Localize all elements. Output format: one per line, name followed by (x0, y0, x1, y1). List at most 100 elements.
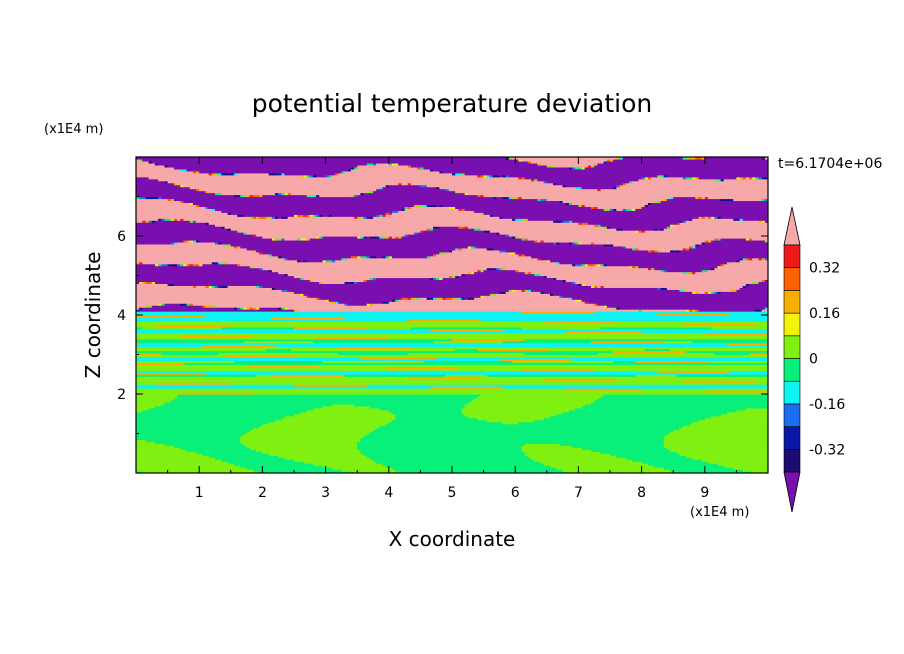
contour-cell (616, 320, 768, 324)
contour-cell (136, 206, 207, 209)
contour-cell (663, 467, 734, 470)
contour-cell (524, 338, 768, 342)
contour-cell (682, 289, 687, 292)
contour-cell (136, 247, 248, 251)
contour-cell (417, 166, 421, 170)
contour-cell (426, 255, 431, 259)
contour-cell (167, 283, 172, 286)
contour-cell (284, 257, 289, 261)
contour-cell (540, 291, 545, 294)
contour-cell (341, 469, 396, 472)
contour-cell (344, 257, 349, 261)
contour-cell (139, 342, 728, 346)
contour-cell (704, 390, 768, 393)
contour-cell (429, 277, 434, 281)
contour-cell (183, 239, 188, 243)
contour-cell (256, 374, 273, 377)
contour-cell (376, 277, 431, 281)
contour-cell (246, 194, 251, 198)
contour-cell (136, 429, 251, 433)
contour-cell (240, 441, 358, 444)
contour-cell (151, 305, 203, 308)
contour-cell (657, 174, 662, 178)
contour-cell (682, 380, 756, 383)
contour-cell (398, 210, 472, 213)
contour-cell (136, 198, 169, 202)
contour-cell (136, 374, 257, 377)
contour-cell (499, 232, 768, 235)
contour-cell (391, 411, 463, 415)
contour-cell (761, 198, 766, 202)
contour-cell (730, 198, 734, 202)
contour-cell (707, 360, 768, 364)
contour-cell (136, 180, 166, 184)
contour-cell (521, 447, 583, 450)
contour-cell (606, 263, 722, 267)
contour-cell (158, 263, 162, 267)
contour-cell (376, 461, 542, 464)
contour-cell (622, 245, 627, 249)
contour-cell (268, 172, 276, 176)
contour-cell (749, 283, 768, 286)
contour-cell (426, 297, 431, 300)
contour-cell (559, 261, 728, 265)
contour-cell (136, 263, 156, 267)
contour-cell (575, 263, 583, 267)
contour-cell (508, 174, 658, 178)
contour-cell (319, 194, 352, 198)
contour-cell (616, 186, 768, 190)
contour-cell (685, 247, 690, 251)
contour-cell (730, 313, 768, 316)
contour-cell (543, 275, 548, 279)
contour-cell (553, 220, 557, 223)
contour-cell (553, 293, 768, 296)
contour-cell (252, 216, 257, 219)
contour-cell (467, 192, 768, 196)
contour-cell (224, 285, 229, 288)
contour-cell (452, 249, 500, 253)
contour-cell (606, 226, 611, 229)
contour-cell (154, 220, 191, 223)
contour-cell (136, 336, 317, 340)
contour-cell (714, 216, 719, 219)
contour-cell (647, 204, 768, 207)
contour-cell (733, 218, 741, 221)
contour-cell (139, 281, 143, 284)
contour-field (136, 157, 768, 473)
contour-cell (136, 184, 181, 188)
contour-cell (436, 297, 440, 300)
contour-cell (136, 471, 143, 473)
contour-cell (676, 471, 753, 473)
contour-cell (357, 216, 361, 219)
contour-cell (540, 461, 643, 464)
contour-cell (136, 239, 184, 243)
contour-cell (455, 275, 459, 279)
contour-cell (325, 259, 333, 263)
contour-cell (136, 352, 162, 356)
contour-cell (745, 407, 768, 411)
contour-cell (256, 285, 260, 288)
contour-cell (692, 309, 696, 312)
contour-cell (407, 297, 412, 300)
contour-cell (508, 251, 516, 255)
contour-cell (271, 253, 434, 257)
contour-cell (685, 289, 731, 292)
contour-cell (575, 407, 747, 411)
contour-cell (701, 269, 709, 273)
contour-cell (628, 265, 633, 269)
contour-cell (707, 216, 712, 219)
contour-cell (391, 236, 396, 239)
contour-cell (464, 172, 768, 176)
contour-cell (404, 208, 459, 211)
contour-cell (692, 218, 734, 221)
contour-cell (663, 198, 668, 202)
contour-cell (136, 405, 156, 409)
contour-cell (262, 267, 488, 271)
contour-cell (670, 249, 674, 253)
contour-cell (259, 285, 263, 288)
contour-cell (622, 182, 627, 186)
colorbar-bin (783, 290, 801, 314)
contour-cell (527, 160, 532, 164)
contour-cell (136, 166, 175, 170)
